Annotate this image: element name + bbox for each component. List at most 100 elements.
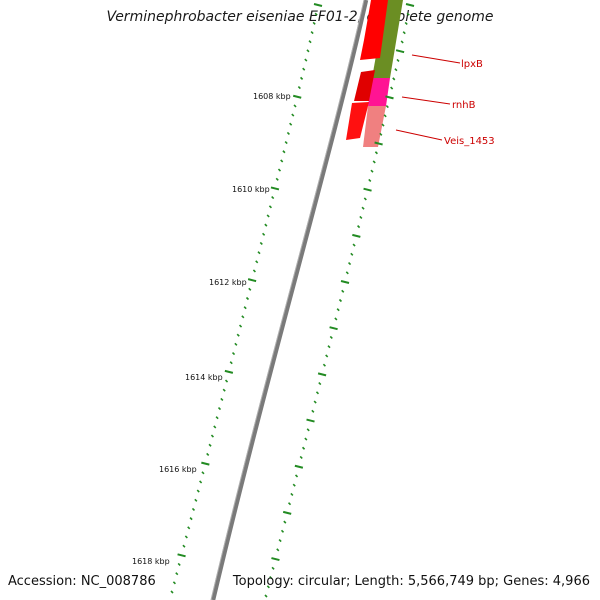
inner-tick [292,94,302,99]
inner-tick [247,278,257,283]
inner-tick [177,553,186,558]
inner-tick [286,131,290,135]
inner-tick [194,498,198,502]
outer-tick [402,31,406,35]
inner-tick [182,544,186,548]
inner-tick [313,3,323,7]
outer-tick [394,68,398,72]
inner-tick [238,324,243,328]
gene-label-lpxB: lpxB [461,59,483,70]
inner-tick [234,342,238,346]
inner-tick [224,379,229,383]
inner-tick [217,406,222,411]
gene-rnhB-block [368,78,390,106]
inner-tick [243,306,247,310]
inner-tick [252,269,256,273]
inner-tick [177,562,181,567]
inner-tick [229,361,233,365]
inner-tick [184,535,188,539]
outer-tick [368,178,372,183]
inner-tick [208,443,212,447]
inner-tick [264,223,268,227]
inner-tick [175,572,179,576]
outer-tick [266,585,270,589]
inner-tick [270,186,280,191]
accession-text: Accession: NC_008786 [8,574,156,589]
outer-tick [340,280,350,285]
inner-tick-marks [170,3,323,594]
tick-label-1612: 1612 kbp [209,278,247,287]
inner-tick [280,159,284,163]
outer-tick [269,575,273,580]
outer-tick [395,49,405,54]
outer-tick [374,151,378,155]
outer-tick [294,474,299,478]
outer-tick-marks [264,3,415,598]
inner-tick [248,287,252,291]
outer-tick [406,12,410,16]
gene-reverse-strand-block [372,0,403,78]
outer-tick [318,382,322,386]
outer-tick [352,233,361,238]
inner-tick [306,49,310,53]
inner-tick [241,315,245,319]
inner-tick [201,471,205,475]
inner-tick [291,113,295,117]
outer-tick [317,372,327,377]
inner-tick [299,76,304,80]
inner-tick [289,122,293,126]
inner-tick [308,40,312,44]
inner-tick [304,58,308,62]
inner-tick [297,85,301,90]
inner-tick [206,452,210,456]
inner-tick [271,196,275,200]
outer-tick [383,114,387,118]
inner-tick [284,141,288,145]
outer-tick [370,169,374,173]
inner-tick [277,168,282,172]
outer-tick [315,391,320,395]
outer-tick [347,261,352,266]
label-line-rnhB [401,96,451,105]
outer-tick [405,3,415,7]
inner-tick [191,507,196,512]
outer-tick [363,187,372,192]
outer-tick [390,86,394,90]
inner-tick [201,461,210,466]
outer-tick [338,298,343,303]
inner-tick [215,416,219,420]
inner-tick [312,21,316,25]
outer-tick [392,77,396,81]
outer-tick [341,289,345,293]
outer-tick [287,502,292,506]
inner-tick [170,590,174,594]
outer-tick [282,510,292,515]
outer-tick [352,243,356,247]
topology-text: Topology: circular; Length: 5,566,749 bp… [232,574,590,589]
inner-tick [220,397,224,401]
outer-tick [276,548,280,552]
outer-tick [327,345,331,349]
label-line-Veis_1453 [395,129,443,141]
inner-tick [266,214,270,218]
tick-label-1616: 1616 kbp [159,465,197,474]
outer-tick [311,409,315,413]
inner-tick [310,30,314,35]
inner-tick [293,104,297,108]
outer-tick [361,206,365,210]
inner-tick [262,232,266,236]
outer-tick [271,566,275,570]
genome-backbone [210,0,369,600]
tick-label-1618: 1618 kbp [132,557,170,566]
outer-tick [306,428,310,432]
gene-forward-arrow-2 [354,70,375,101]
outer-tick [325,354,329,358]
outer-tick [404,21,408,26]
inner-tick [196,489,200,493]
inner-tick [187,526,191,530]
tick-label-1614: 1614 kbp [185,373,223,382]
gene-forward-arrow-3 [346,102,369,140]
outer-tick [374,141,383,146]
outer-tick [385,105,389,109]
outer-tick [381,123,385,127]
